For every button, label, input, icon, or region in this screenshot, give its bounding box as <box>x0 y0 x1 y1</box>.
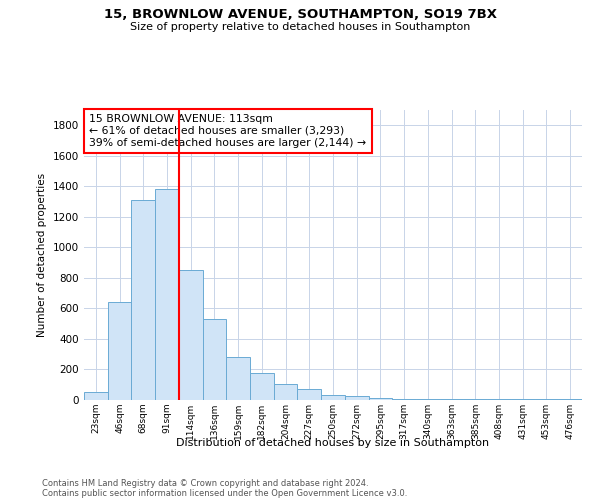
Bar <box>203 319 226 400</box>
Bar <box>298 390 321 400</box>
Bar <box>108 302 131 400</box>
Text: 15, BROWNLOW AVENUE, SOUTHAMPTON, SO19 7BX: 15, BROWNLOW AVENUE, SOUTHAMPTON, SO19 7… <box>104 8 497 20</box>
Bar <box>250 372 274 400</box>
Bar <box>392 399 416 400</box>
Text: Size of property relative to detached houses in Southampton: Size of property relative to detached ho… <box>130 22 470 32</box>
Bar <box>487 399 511 400</box>
Text: Contains HM Land Registry data © Crown copyright and database right 2024.: Contains HM Land Registry data © Crown c… <box>42 479 368 488</box>
Bar <box>179 270 203 400</box>
Text: 15 BROWNLOW AVENUE: 113sqm
← 61% of detached houses are smaller (3,293)
39% of s: 15 BROWNLOW AVENUE: 113sqm ← 61% of deta… <box>89 114 366 148</box>
Bar <box>131 200 155 400</box>
Bar <box>558 399 582 400</box>
Bar <box>226 358 250 400</box>
Text: Distribution of detached houses by size in Southampton: Distribution of detached houses by size … <box>176 438 490 448</box>
Bar <box>274 384 298 400</box>
Bar <box>321 396 345 400</box>
Bar <box>535 399 558 400</box>
Bar <box>416 399 440 400</box>
Bar <box>511 399 535 400</box>
Bar <box>368 398 392 400</box>
Bar <box>463 399 487 400</box>
Text: Contains public sector information licensed under the Open Government Licence v3: Contains public sector information licen… <box>42 489 407 498</box>
Bar <box>155 190 179 400</box>
Bar <box>84 392 108 400</box>
Bar <box>440 399 463 400</box>
Bar <box>345 396 368 400</box>
Y-axis label: Number of detached properties: Number of detached properties <box>37 173 47 337</box>
